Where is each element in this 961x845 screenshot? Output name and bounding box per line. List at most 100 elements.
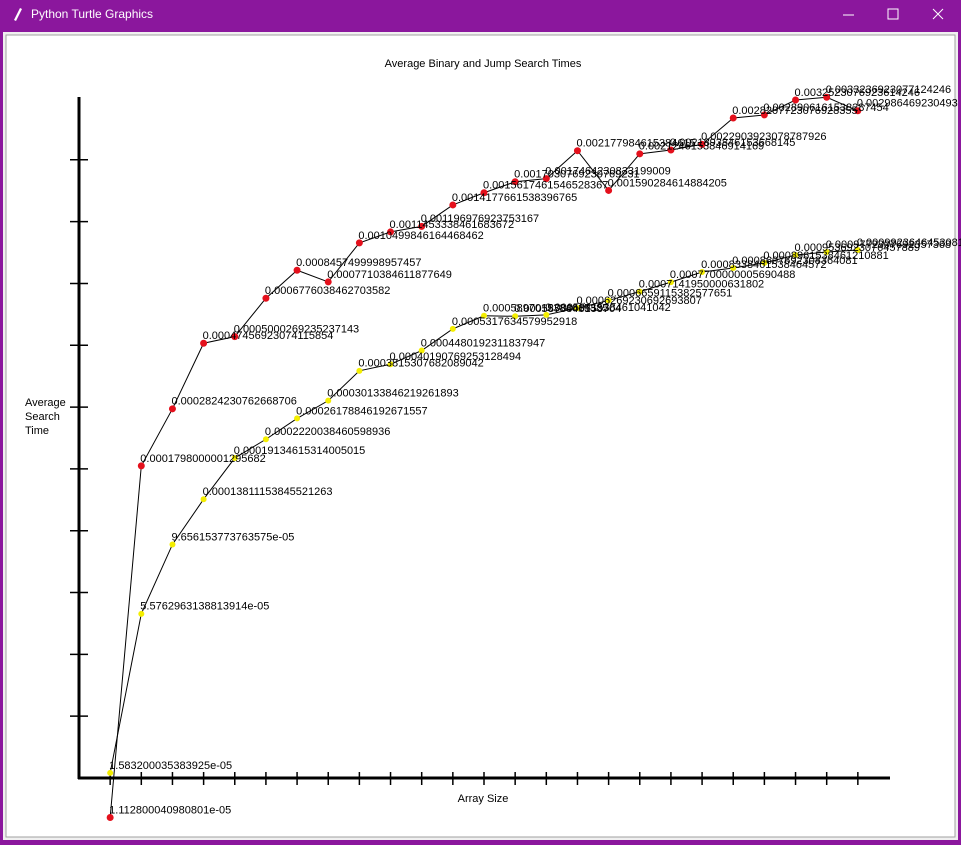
data-label: 0.00019134615314005015 <box>234 445 366 457</box>
data-point <box>449 325 456 332</box>
data-label: 0.0028207723076928355 <box>732 105 857 117</box>
data-label: 0.0008457499998957457 <box>296 257 421 269</box>
data-point <box>699 269 706 276</box>
data-label: 0.0011453338461683672 <box>390 219 515 231</box>
data-label: 0.00030133846219261893 <box>327 388 459 400</box>
data-label: 0.0005000269235237143 <box>234 324 359 336</box>
data-label: 0.0004480192311837947 <box>421 337 546 349</box>
data-point <box>542 175 550 183</box>
data-label: 0.0002220038460598936 <box>265 426 390 438</box>
data-point <box>667 146 675 154</box>
data-label: 0.0010499846164468462 <box>358 230 483 242</box>
data-label: 0.00040190769253128494 <box>390 351 522 363</box>
data-point <box>169 541 176 548</box>
canvas <box>5 34 956 838</box>
data-point <box>293 266 301 274</box>
data-point <box>231 333 239 341</box>
data-point <box>481 312 487 319</box>
maximize-button[interactable] <box>887 8 899 20</box>
title-bar <box>0 0 961 30</box>
window-title: Python Turtle Graphics <box>31 7 153 21</box>
data-point <box>792 96 800 104</box>
data-label: 0.0008961538461210881 <box>763 250 888 262</box>
data-label: 0.0001798000001295682 <box>140 453 265 465</box>
data-label: 0.002986469230493 <box>857 98 958 110</box>
data-point <box>200 339 208 347</box>
data-point <box>325 397 332 404</box>
data-point <box>387 361 394 368</box>
data-point <box>512 313 519 320</box>
data-point <box>418 347 425 354</box>
data-label: 0.002177984615384615 <box>576 138 695 150</box>
data-point <box>480 189 488 197</box>
data-label: 0.00026178846192671557 <box>296 405 428 417</box>
data-label: 0.0009772307692357368 <box>826 239 951 251</box>
data-point <box>387 228 395 236</box>
data-point <box>543 311 550 318</box>
data-point <box>294 415 301 422</box>
y-axis-label: Average Search Time <box>25 397 66 437</box>
data-label: 0.0005941538461041042 <box>545 302 670 314</box>
data-label: 5.5762963138813914e-05 <box>140 601 269 613</box>
data-label: 0.0003815307682089042 <box>358 358 483 370</box>
data-label: 0.0007700000005690488 <box>670 269 795 281</box>
data-point <box>605 297 612 304</box>
data-point <box>231 455 238 462</box>
data-point <box>605 186 613 194</box>
data-point <box>760 111 768 119</box>
data-label: 0.0015617461546528367 <box>483 180 608 192</box>
data-label: 0.00013811153845521263 <box>203 486 333 498</box>
data-point <box>729 114 737 122</box>
data-point <box>137 462 145 470</box>
data-label: 1.583200035383925e-05 <box>109 760 232 772</box>
data-point <box>418 222 426 230</box>
data-label: 0.0005317634579952918 <box>452 316 577 328</box>
data-point <box>761 259 768 266</box>
data-label: 0.0006659115382577651 <box>608 287 733 299</box>
data-label: 0.0021246153846914169 <box>639 141 764 153</box>
data-point <box>449 201 457 209</box>
data-point <box>823 248 830 255</box>
data-label: 1.112800040980801e-05 <box>109 804 231 816</box>
data-point <box>573 147 581 155</box>
data-label: 0.0017464230833199009 <box>545 166 670 178</box>
data-point <box>355 239 363 247</box>
data-point <box>138 610 145 617</box>
data-label: 0.0005897015384615385 <box>483 303 608 315</box>
data-point <box>574 305 581 312</box>
data-label: 0.0009536923076457889 <box>795 242 920 254</box>
data-point <box>107 769 114 776</box>
data-label: 0.0009923646453081 <box>857 237 961 249</box>
close-button[interactable] <box>932 8 944 20</box>
data-label: 0.0021893846153668145 <box>670 137 795 149</box>
data-point <box>200 496 207 503</box>
data-label: 0.0007141950000631802 <box>639 279 764 291</box>
data-point <box>636 288 643 295</box>
data-label: 0.001196976923753167 <box>421 213 539 225</box>
data-label: 0.0007710384611877649 <box>327 269 452 281</box>
data-point <box>356 367 363 374</box>
data-point <box>854 107 862 115</box>
data-point <box>730 265 737 272</box>
data-label: 0.00047456923074115854 <box>203 330 334 342</box>
data-point <box>636 150 644 158</box>
data-label: 0.0005873846153704 <box>514 303 621 315</box>
data-label: 0.0028906161538287454 <box>763 102 888 114</box>
app-icon <box>14 8 22 21</box>
data-label: 0.0014177661538396765 <box>452 192 577 204</box>
chart-title: Average Binary and Jump Search Times <box>385 58 582 70</box>
data-point <box>168 405 176 413</box>
data-point <box>854 247 861 254</box>
data-point <box>511 178 519 186</box>
data-label: 0.0022903923078787926 <box>701 131 826 143</box>
data-label: 0.0006776038462703582 <box>265 285 390 297</box>
data-label: 0.0008338461538464572 <box>701 259 826 271</box>
data-point <box>792 252 799 259</box>
data-point <box>823 93 831 101</box>
data-label: 0.0002824230762668706 <box>171 396 296 408</box>
data-label: 0.0032523076923614246 <box>795 87 920 99</box>
x-axis-label: Array Size <box>458 793 509 805</box>
data-label: 0.0017030769230769231 <box>514 169 639 181</box>
